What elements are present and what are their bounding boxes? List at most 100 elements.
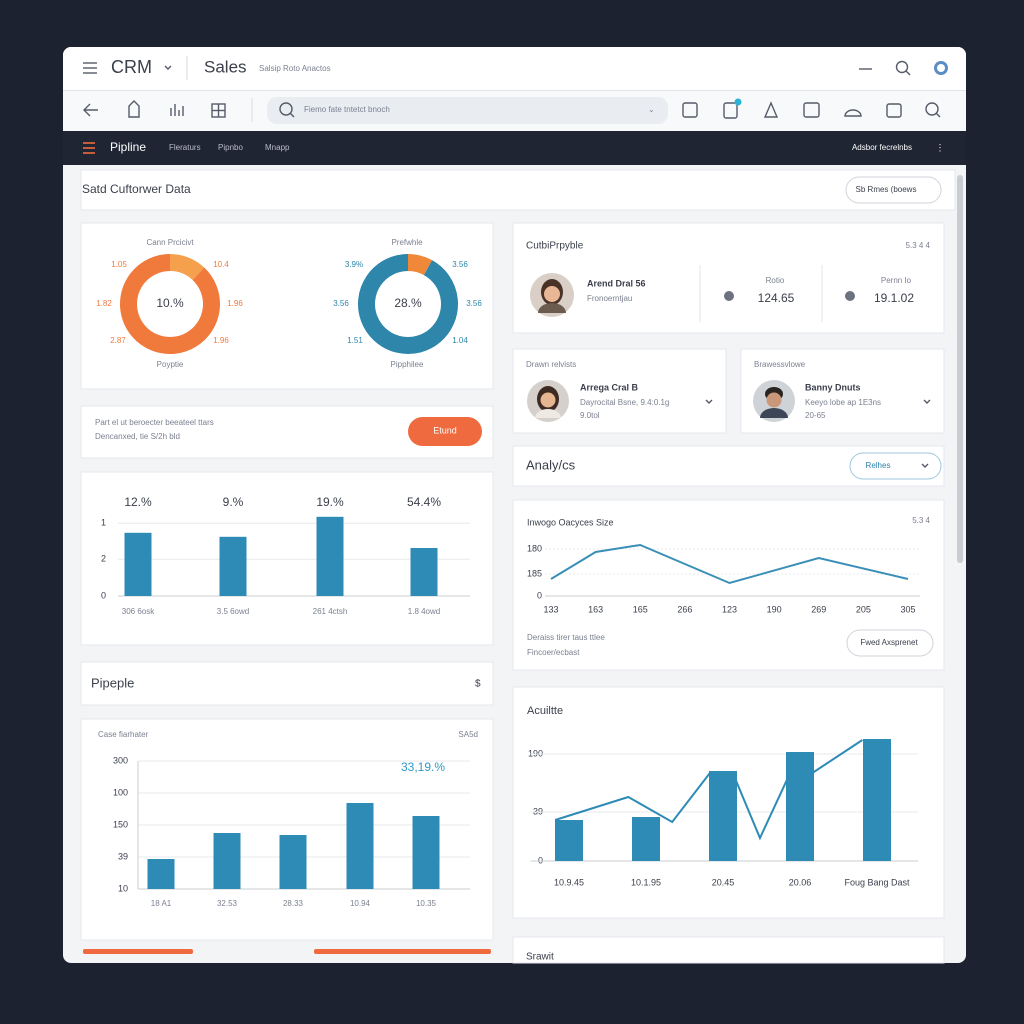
donut-center-label: 28.% [394,296,422,310]
donut-annotation: 1.05 [111,260,127,269]
bar [279,835,307,889]
nav-item[interactable]: Fleraturs [169,143,201,152]
stat-label: Rotio [766,276,785,285]
nav-account[interactable]: Adsbor fecrelnbs [852,143,912,152]
calendar-icon[interactable] [682,102,698,118]
donut-center-label: 10.% [156,296,184,310]
stat-value: 124.65 [758,291,795,305]
analytics-button[interactable] [849,452,942,480]
inbox-icon[interactable] [803,102,820,118]
title-bar [63,47,966,90]
bar [786,752,814,861]
bar [213,833,241,889]
bar [555,820,583,861]
x-tick-label: 261 4ctsh [313,607,348,616]
x-tick-label: 123 [722,604,737,614]
search-placeholder: Fiemo fate tntetct bnoch [304,105,390,114]
caret[interactable] [164,65,172,70]
x-tick-label: 165 [633,604,648,614]
contact-name: Banny Dnuts [805,382,861,392]
bar [346,803,374,889]
x-tick-label: 3.5 6owd [217,607,249,616]
bar-annotation: 12.% [124,495,152,509]
donut-title: Cann Prcicivt [146,238,194,247]
stat-icon [724,291,734,301]
donut-caption: Pipphilee [391,360,424,369]
donut-title: Prefwhle [391,238,423,247]
cloud-icon[interactable] [844,109,862,117]
bar [219,536,247,596]
chart-icon[interactable] [170,104,184,116]
donut-annotation: 10.4 [213,260,229,269]
nav-item[interactable]: Mnapp [265,143,290,152]
back-icon[interactable] [83,103,98,117]
chart-corner: 5.3 4 [912,516,930,525]
bar-annotation: 9.% [223,495,244,509]
x-tick-label: 133 [543,604,558,614]
badge [734,98,742,106]
donut-segment [169,254,205,281]
donut-card [80,222,494,390]
x-tick-label: 10.9.45 [554,877,584,887]
chart-title: Acuiltte [527,705,563,717]
share-icon[interactable] [128,100,140,118]
avatar [527,380,569,422]
header-card [80,169,956,211]
y-tick-label: 100 [113,787,128,797]
x-tick-label: 20.06 [789,877,812,887]
x-tick-label: 306 6osk [122,607,155,616]
bar [709,771,737,861]
search-icon[interactable] [895,60,911,76]
nav-more[interactable]: ⋮ [936,142,945,152]
nav-title[interactable]: Pipline [110,140,146,154]
header-title: Satd Cuftorwer Data [82,182,191,196]
donut-annotation: 1.96 [213,336,229,345]
y-tick-label: 300 [113,755,128,765]
bottom-card [512,936,945,964]
analytics-title: Analy/cs [526,457,576,472]
bar [124,532,152,596]
search-box[interactable] [267,97,668,124]
header-button-label: Sb Rmes (boews [856,185,917,194]
donut-annotation: 3.56 [466,299,482,308]
line-footer-button[interactable] [846,629,934,657]
chevron[interactable] [923,399,931,404]
chart-title: Inwogo Oacyces Size [527,517,614,527]
nav-item[interactable]: Pipnbo [218,143,243,152]
scrollbar[interactable] [957,175,963,563]
donut-annotation: 1.51 [347,336,363,345]
user-icon[interactable] [763,101,779,118]
bag-icon[interactable] [886,103,902,118]
bar [863,739,891,861]
chevron [921,463,929,468]
line-footer-text: Fincoer/ecbast [527,648,580,657]
search-icon-2[interactable] [925,102,941,118]
contact-detail: Keeyo lobe ap 1E3ns [805,398,881,407]
promo-button[interactable] [408,417,482,446]
stat-label: Pernn Io [881,276,912,285]
avatar [753,380,795,422]
donut-annotation: 3.56 [333,299,349,308]
search-dropdown[interactable]: ⌄ [648,105,655,114]
contact-name: Arrega Cral B [580,382,639,392]
x-tick-label: 10.1.95 [631,877,661,887]
x-tick-label: 205 [856,604,871,614]
donut-segment [358,254,458,354]
grid-icon[interactable] [211,103,226,118]
avatar [530,273,574,317]
y-tick-label: 2 [101,554,106,564]
menu-icon[interactable] [83,62,97,74]
y-tick-label: 39 [533,806,543,816]
chevron[interactable] [705,399,713,404]
notes-icon[interactable] [723,102,738,119]
x-tick-label: Foug Bang Dast [844,877,910,887]
header-button[interactable] [845,176,942,204]
stat-value: 19.1.02 [874,291,914,305]
nav-menu-icon[interactable] [83,142,95,154]
progress-strip [314,949,491,954]
y-tick-label: 0 [538,855,543,865]
y-tick-label: 190 [528,748,543,758]
pipeline-icon[interactable]: $ [475,679,481,690]
x-tick-label: 269 [811,604,826,614]
